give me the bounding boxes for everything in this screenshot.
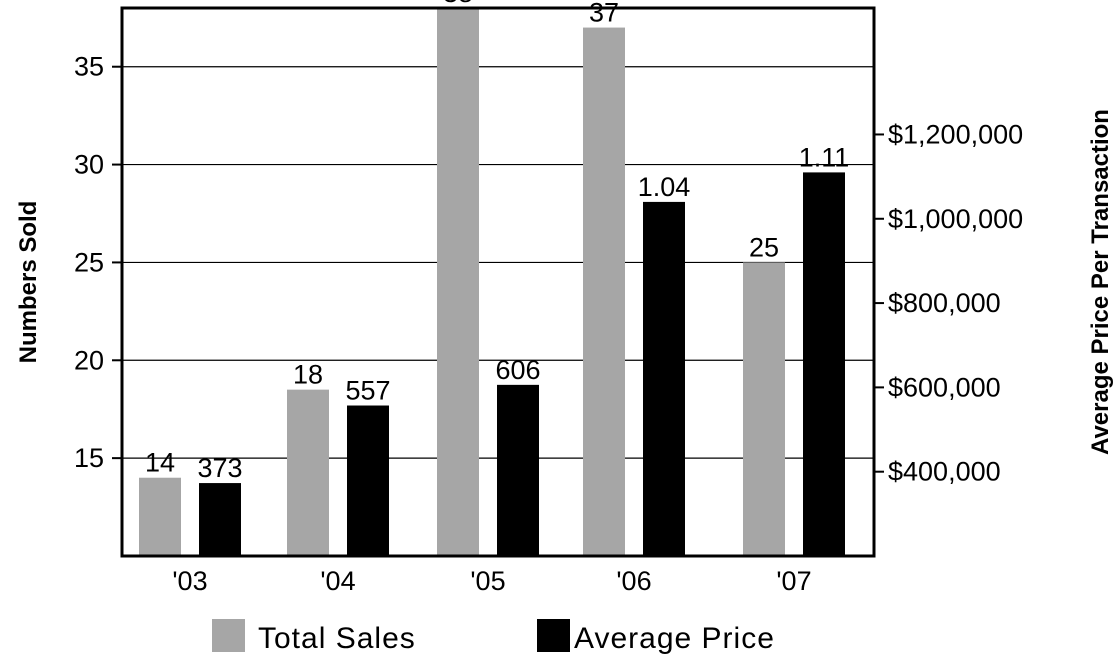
right-tick-label-800000: $800,000: [888, 288, 1001, 318]
x-tick-label-0: '03: [172, 566, 207, 596]
plot-frame: [120, 6, 876, 558]
data-label-average-price-1: 557: [345, 376, 390, 406]
bar-average-price-3: [643, 201, 685, 556]
left-tick-label-25: 25: [74, 247, 104, 277]
bar-average-price-0: [199, 483, 241, 556]
bar-total-sales-0: [139, 477, 181, 556]
data-label-average-price-2: 606: [495, 355, 540, 385]
bar-average-price-2: [497, 384, 539, 556]
right-tick-label-400000: $400,000: [888, 457, 1001, 487]
data-label-total-sales-3: 37: [589, 0, 619, 28]
x-tick-label-4: '07: [776, 566, 811, 596]
bar-total-sales-4: [743, 262, 785, 556]
right-tick-label-1200000: $1,200,000: [888, 119, 1023, 149]
bar-average-price-1: [347, 405, 389, 556]
data-label-total-sales-0: 14: [145, 448, 175, 478]
left-tick-label-35: 35: [74, 52, 104, 82]
left-tick-label-30: 30: [74, 150, 104, 180]
data-label-average-price-4: 1.11: [799, 142, 850, 172]
right-tick-label-600000: $600,000: [888, 372, 1001, 402]
y-left-axis-title: Numbers Sold: [15, 201, 42, 364]
data-label-total-sales-2: 38: [443, 0, 473, 8]
legend-label-average-price: Average Price: [574, 622, 775, 655]
legend-label-total-sales: Total Sales: [258, 622, 416, 655]
legend-swatch-average-price: [537, 619, 570, 652]
x-tick-label-1: '04: [320, 566, 355, 596]
data-label-total-sales-1: 18: [293, 360, 323, 390]
bar-average-price-4: [803, 172, 845, 556]
bar-total-sales-3: [583, 27, 625, 557]
y-right-axis-title: Average Price Per Transaction: [1087, 109, 1114, 455]
x-tick-label-2: '05: [470, 566, 505, 596]
right-tick-label-1000000: $1,000,000: [888, 204, 1023, 234]
legend-swatch-total-sales: [212, 619, 245, 652]
left-tick-label-20: 20: [74, 345, 104, 375]
data-label-average-price-0: 373: [197, 453, 242, 483]
data-label-average-price-3: 1.04: [638, 172, 691, 202]
left-tick-label-15: 15: [74, 443, 104, 473]
x-tick-label-3: '06: [616, 566, 651, 596]
data-label-total-sales-4: 25: [749, 232, 779, 262]
bar-total-sales-2: [437, 8, 479, 556]
bar-total-sales-1: [287, 389, 329, 556]
